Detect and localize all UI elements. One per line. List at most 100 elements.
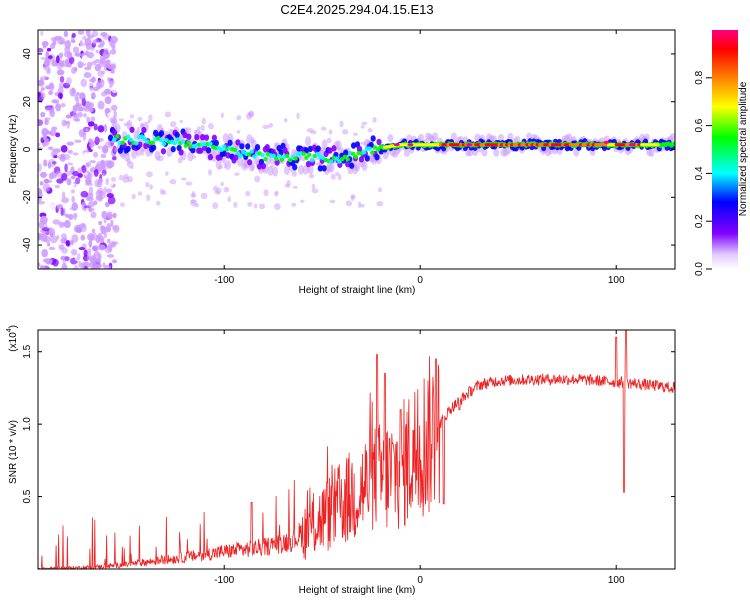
heatmap-cell bbox=[38, 200, 46, 205]
heatmap-cell bbox=[102, 33, 110, 40]
heatmap-cell bbox=[40, 75, 48, 81]
heatmap-cell bbox=[48, 172, 54, 180]
heatmap-cell bbox=[161, 141, 167, 147]
heatmap-cell bbox=[85, 105, 90, 110]
heatmap-cell bbox=[128, 137, 134, 142]
heatmap-cell bbox=[274, 159, 280, 166]
heatmap-cell bbox=[83, 266, 88, 269]
heatmap-cell bbox=[71, 67, 77, 75]
heatmap-cell bbox=[48, 246, 56, 251]
heatmap-cell bbox=[208, 141, 213, 146]
heatmap-cell bbox=[91, 30, 99, 38]
heatmap-cell bbox=[89, 102, 95, 108]
heatmap-cell bbox=[112, 137, 117, 142]
heatmap-cell bbox=[334, 171, 340, 176]
heatmap-cell bbox=[50, 43, 56, 50]
heatmap-cell bbox=[175, 137, 180, 142]
heatmap-cell bbox=[81, 54, 89, 64]
heatmap-cell bbox=[49, 232, 54, 238]
heatmap-cell bbox=[207, 122, 214, 130]
heatmap-cell bbox=[187, 151, 194, 162]
heatmap-cell bbox=[129, 126, 135, 133]
heatmap-cell bbox=[85, 177, 92, 185]
heatmap-cell bbox=[432, 132, 439, 141]
heatmap-cell bbox=[81, 164, 87, 174]
heatmap-cell bbox=[39, 181, 44, 186]
heatmap-cell bbox=[227, 196, 232, 203]
heatmap-cell bbox=[220, 112, 225, 119]
heatmap-cell bbox=[38, 163, 43, 172]
heatmap-cell bbox=[59, 76, 65, 83]
heatmap-cell bbox=[236, 115, 242, 121]
heatmap-cell bbox=[100, 159, 105, 165]
heatmap-cell bbox=[91, 228, 96, 234]
heatmap-cell bbox=[245, 143, 251, 150]
colorbar-tick-label: 0.8 bbox=[694, 70, 705, 84]
heatmap-cell bbox=[113, 148, 119, 153]
heatmap-cell bbox=[107, 243, 113, 252]
heatmap-cell bbox=[97, 44, 104, 48]
heatmap-cell bbox=[51, 126, 58, 131]
heatmap-cell bbox=[52, 219, 61, 225]
heatmap-cell bbox=[40, 92, 46, 100]
heatmap-cell bbox=[74, 52, 82, 57]
heatmap-cell bbox=[90, 211, 97, 219]
heatmap-cell bbox=[64, 163, 68, 172]
snr-plot-area bbox=[38, 330, 675, 569]
heatmap-cell bbox=[367, 146, 372, 151]
heatmap-cell bbox=[103, 167, 108, 171]
heatmap-cell bbox=[353, 154, 359, 160]
heatmap-cell bbox=[145, 181, 150, 188]
heatmap-cell bbox=[361, 121, 368, 126]
heatmap-cell bbox=[85, 161, 92, 168]
heatmap-cell bbox=[174, 131, 180, 139]
heatmap-cell bbox=[222, 144, 227, 149]
heatmap-cell bbox=[91, 245, 100, 251]
heatmap-cell bbox=[78, 92, 85, 100]
heatmap-cell bbox=[247, 159, 253, 166]
heatmap-cell bbox=[111, 129, 118, 136]
heatmap-cell bbox=[70, 39, 76, 44]
heatmap-cell bbox=[375, 147, 381, 152]
heatmap-cell bbox=[387, 134, 394, 143]
heatmap-cell bbox=[97, 70, 105, 77]
heatmap-cell bbox=[81, 223, 87, 233]
heatmap-cell bbox=[86, 233, 95, 241]
heatmap-cell bbox=[71, 124, 78, 131]
heatmap-cell bbox=[407, 143, 414, 147]
heatmap-cell bbox=[317, 165, 323, 172]
heatmap-cell bbox=[137, 116, 143, 122]
heatmap-cell bbox=[61, 247, 68, 254]
heatmap-cell bbox=[271, 153, 276, 159]
heatmap-cell bbox=[97, 235, 105, 244]
heatmap-cell bbox=[220, 181, 224, 187]
heatmap-cell bbox=[481, 148, 488, 157]
heatmap-cell bbox=[51, 99, 60, 104]
heatmap-cell bbox=[252, 154, 257, 159]
heatmap-cell bbox=[66, 120, 71, 129]
heatmap-cell bbox=[92, 254, 97, 260]
heatmap-cell bbox=[105, 178, 110, 182]
heatmap-cell bbox=[292, 164, 298, 171]
heatmap-cell bbox=[100, 91, 108, 97]
heatmap-cell bbox=[97, 125, 105, 133]
heatmap-cell bbox=[101, 173, 106, 177]
heatmap-cell bbox=[97, 145, 103, 149]
heatmap-cell bbox=[48, 83, 54, 89]
heatmap-cell bbox=[48, 158, 56, 168]
heatmap-cell bbox=[110, 117, 118, 126]
heatmap-cell bbox=[221, 150, 227, 157]
heatmap-cell bbox=[145, 171, 153, 178]
heatmap-cell bbox=[328, 129, 333, 135]
heatmap-cell bbox=[160, 188, 164, 195]
heatmap-cell bbox=[254, 175, 261, 183]
heatmap-cell bbox=[67, 162, 74, 166]
heatmap-cell bbox=[114, 134, 120, 139]
heatmap-cell bbox=[450, 132, 457, 141]
heatmap-cell bbox=[95, 81, 103, 90]
heatmap-cell bbox=[106, 222, 111, 232]
heatmap-cell bbox=[67, 149, 73, 154]
heatmap-cell bbox=[291, 170, 297, 177]
heatmap-cell bbox=[77, 167, 83, 175]
heatmap-cell bbox=[103, 123, 108, 133]
